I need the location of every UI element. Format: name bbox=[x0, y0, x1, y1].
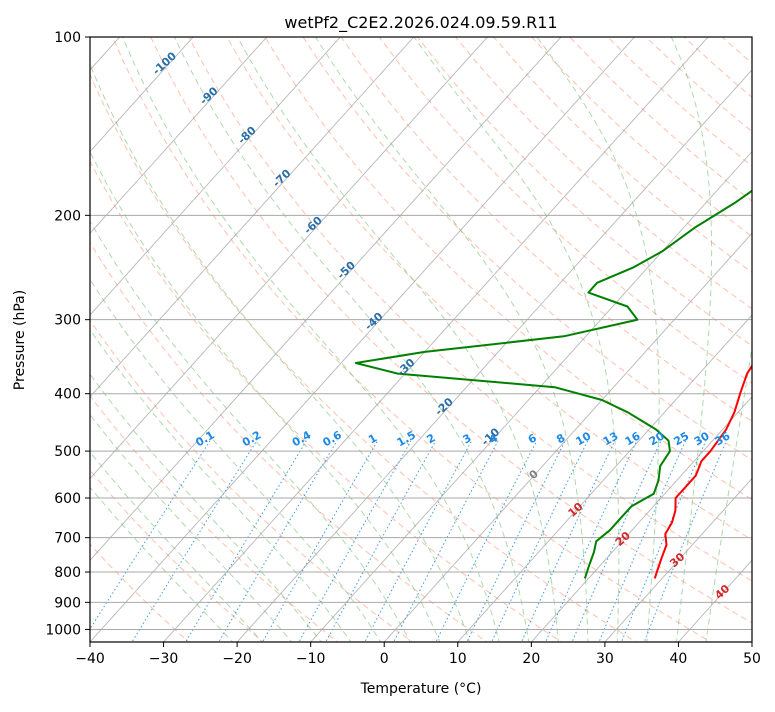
moist-adiabat bbox=[79, 37, 470, 644]
mixing-ratio-label: 10 bbox=[574, 429, 594, 448]
dry-adiabat bbox=[113, 37, 715, 644]
dry-adiabat bbox=[341, 37, 775, 644]
moist-adiabat bbox=[43, 37, 441, 644]
dry-adiabat bbox=[608, 37, 775, 644]
moist-adiabat-label: -50 bbox=[335, 258, 359, 281]
moist-adiabat bbox=[174, 37, 529, 644]
mixing-ratio-label: 16 bbox=[623, 429, 643, 448]
dry-adiabat bbox=[0, 37, 341, 644]
mixing-ratio-label: 1.5 bbox=[395, 428, 418, 449]
dry-adiabat bbox=[646, 37, 775, 644]
y-tick-label: 500 bbox=[54, 444, 81, 460]
temperature-line bbox=[655, 37, 775, 578]
x-tick-label: −20 bbox=[222, 651, 252, 667]
moist-adiabat bbox=[706, 37, 775, 644]
moist-adiabat bbox=[0, 37, 382, 644]
x-tick-label: 10 bbox=[449, 651, 467, 667]
dry-adiabat bbox=[227, 37, 775, 644]
isotherm-line bbox=[0, 24, 499, 645]
dry-adiabat bbox=[0, 37, 266, 644]
moist-adiabat bbox=[0, 37, 323, 644]
moist-adiabat-label: -100 bbox=[150, 49, 179, 78]
isotherm-line bbox=[603, 24, 775, 645]
x-tick-label: 50 bbox=[743, 651, 761, 667]
mixing-ratio-label: 2 bbox=[424, 431, 437, 446]
moist-adiabat-label: -80 bbox=[235, 124, 259, 147]
mixing-ratio-label: 3 bbox=[461, 431, 474, 446]
y-tick-label: 900 bbox=[54, 595, 81, 611]
isotherm-line bbox=[0, 24, 426, 645]
x-tick-label: 30 bbox=[596, 651, 614, 667]
chart-title: wetPf2_C2E2.2026.024.09.59.R11 bbox=[284, 13, 557, 33]
mixing-ratio-line bbox=[435, 441, 537, 645]
mixing-ratio-line bbox=[80, 441, 210, 645]
x-tick-label: 40 bbox=[670, 651, 688, 667]
mixing-ratio-label: 0.1 bbox=[193, 428, 216, 449]
y-tick-label: 600 bbox=[54, 491, 81, 507]
dry-adiabat bbox=[379, 37, 775, 644]
mixing-ratio-label: 13 bbox=[601, 429, 621, 448]
dry-adiabat bbox=[494, 37, 775, 644]
y-axis-label: Pressure (hPa) bbox=[12, 290, 28, 390]
y-tick-label: 800 bbox=[54, 565, 81, 581]
mixing-ratio-label: 0.6 bbox=[321, 428, 345, 449]
isotherm-line bbox=[0, 24, 279, 645]
isotherm-line bbox=[308, 24, 775, 645]
isotherm-line bbox=[161, 24, 720, 645]
x-tick-label: −40 bbox=[75, 651, 105, 667]
isotherm-line bbox=[676, 24, 775, 645]
mixing-ratio-line bbox=[621, 441, 706, 645]
mixing-ratio-line bbox=[324, 441, 435, 645]
isotherm-line bbox=[750, 24, 775, 645]
dry-adiabat bbox=[189, 37, 775, 644]
isotherm-label: 0 bbox=[527, 467, 542, 482]
mixing-ratio-line bbox=[393, 441, 499, 645]
isotherm-line bbox=[456, 24, 775, 645]
isotherm-line bbox=[14, 24, 573, 645]
x-tick-label: −10 bbox=[296, 651, 326, 667]
moist-adiabat-label: -70 bbox=[270, 167, 294, 190]
isotherm-line bbox=[0, 24, 352, 645]
y-tick-label: 400 bbox=[54, 387, 81, 403]
plot-frame bbox=[90, 37, 752, 642]
moist-adiabat bbox=[0, 37, 353, 644]
y-tick-label: 200 bbox=[54, 208, 81, 224]
x-axis-label: Temperature (°C) bbox=[360, 681, 482, 697]
isotherm-line bbox=[0, 24, 205, 645]
dry-adiabat bbox=[303, 37, 775, 644]
x-tick-label: −30 bbox=[149, 651, 179, 667]
isotherm-line bbox=[0, 24, 58, 645]
moist-adiabat bbox=[537, 37, 659, 644]
dry-adiabat bbox=[0, 37, 416, 644]
y-tick-label: 700 bbox=[54, 531, 81, 547]
x-tick-label: 0 bbox=[380, 651, 389, 667]
mixing-ratio-label: 1 bbox=[366, 431, 379, 446]
moist-adiabat-label: -40 bbox=[362, 310, 386, 333]
mixing-ratio-line bbox=[466, 441, 565, 645]
dewpoint-line bbox=[356, 37, 775, 578]
moist-adiabat bbox=[237, 37, 558, 644]
y-tick-label: 300 bbox=[54, 313, 81, 329]
isotherm-line bbox=[529, 24, 775, 645]
mixing-ratio-line bbox=[131, 441, 257, 645]
mixing-ratio-label: 6 bbox=[526, 431, 539, 446]
dry-adiabat bbox=[75, 37, 641, 644]
moist-adiabat-label: -20 bbox=[432, 395, 456, 418]
mixing-ratio-label: 25 bbox=[672, 429, 692, 448]
x-tick-label: 20 bbox=[522, 651, 540, 667]
dry-adiabat bbox=[570, 37, 775, 644]
y-tick-label: 100 bbox=[54, 30, 81, 46]
y-tick-label: 1000 bbox=[45, 622, 81, 638]
